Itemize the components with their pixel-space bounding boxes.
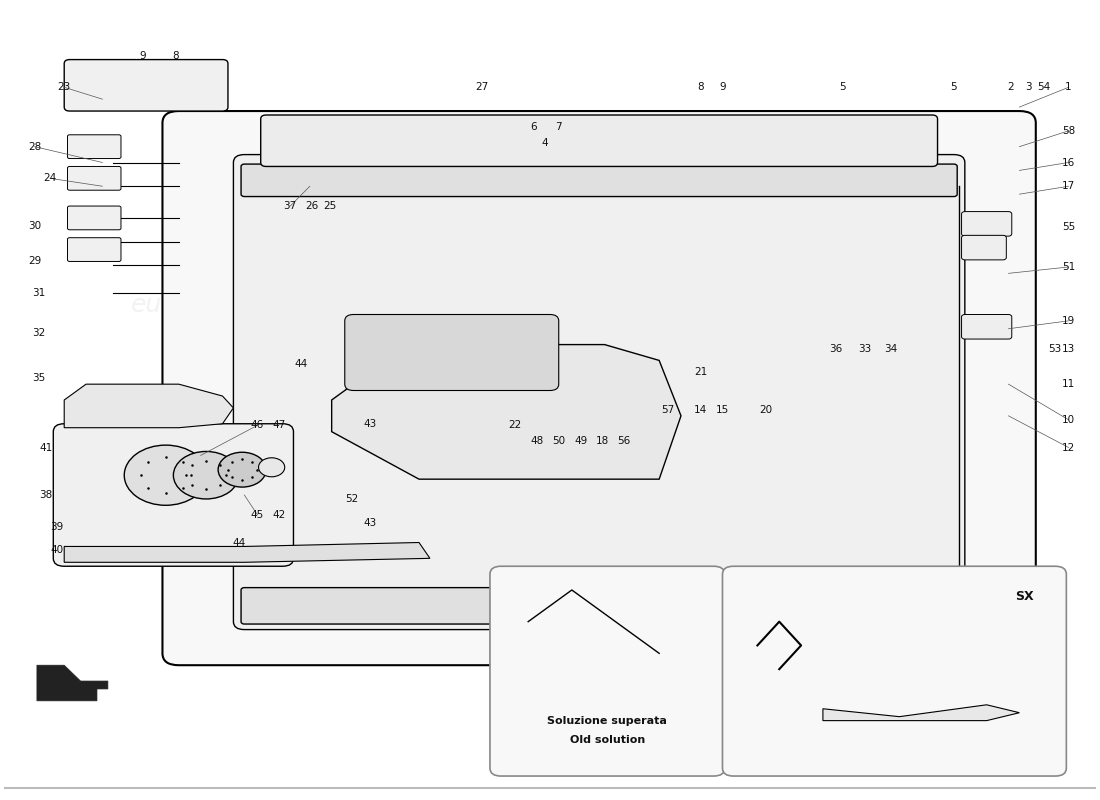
Text: 42: 42 bbox=[273, 510, 286, 520]
Text: Soluzione superata: Soluzione superata bbox=[548, 716, 668, 726]
Text: 44: 44 bbox=[295, 359, 308, 370]
Text: 11: 11 bbox=[1062, 379, 1075, 389]
Text: 19: 19 bbox=[1062, 316, 1075, 326]
Text: 21: 21 bbox=[694, 367, 707, 378]
Text: 12: 12 bbox=[1062, 442, 1075, 453]
FancyBboxPatch shape bbox=[53, 424, 294, 566]
Text: 8: 8 bbox=[697, 82, 704, 92]
Polygon shape bbox=[64, 542, 430, 562]
Text: 7: 7 bbox=[556, 122, 562, 132]
FancyBboxPatch shape bbox=[67, 206, 121, 230]
FancyBboxPatch shape bbox=[490, 566, 725, 776]
Text: 24: 24 bbox=[43, 174, 56, 183]
Text: 5: 5 bbox=[950, 82, 957, 92]
Text: 34: 34 bbox=[884, 343, 898, 354]
Text: 4: 4 bbox=[541, 138, 548, 148]
Text: 43: 43 bbox=[363, 418, 376, 429]
FancyBboxPatch shape bbox=[67, 166, 121, 190]
FancyBboxPatch shape bbox=[961, 211, 1012, 236]
Polygon shape bbox=[332, 345, 681, 479]
Text: 2: 2 bbox=[1008, 82, 1014, 92]
Text: 17: 17 bbox=[1062, 182, 1075, 191]
Text: 32: 32 bbox=[33, 328, 46, 338]
Text: 9: 9 bbox=[140, 50, 146, 61]
Text: 48: 48 bbox=[530, 436, 543, 446]
Text: 54: 54 bbox=[1037, 82, 1050, 92]
Text: 56: 56 bbox=[617, 436, 631, 446]
Text: 43: 43 bbox=[363, 518, 376, 528]
Text: 50: 50 bbox=[552, 436, 565, 446]
Text: 5: 5 bbox=[839, 82, 846, 92]
FancyBboxPatch shape bbox=[64, 59, 228, 111]
Text: 49: 49 bbox=[574, 436, 587, 446]
Text: 46: 46 bbox=[251, 420, 264, 430]
FancyBboxPatch shape bbox=[261, 115, 937, 166]
FancyBboxPatch shape bbox=[67, 134, 121, 158]
Text: 35: 35 bbox=[33, 373, 46, 383]
Circle shape bbox=[124, 445, 207, 506]
Polygon shape bbox=[64, 384, 233, 428]
Text: 16: 16 bbox=[1062, 158, 1075, 167]
Text: 23: 23 bbox=[57, 82, 70, 92]
Text: 3: 3 bbox=[1025, 82, 1032, 92]
Text: 18: 18 bbox=[596, 436, 609, 446]
FancyBboxPatch shape bbox=[961, 235, 1006, 260]
Text: 31: 31 bbox=[33, 288, 46, 298]
Text: 44: 44 bbox=[232, 538, 245, 547]
FancyBboxPatch shape bbox=[233, 154, 965, 630]
Text: eurospares: eurospares bbox=[660, 421, 877, 458]
Text: 26: 26 bbox=[306, 201, 319, 211]
Text: eurospares: eurospares bbox=[131, 293, 271, 317]
FancyBboxPatch shape bbox=[241, 588, 957, 624]
Circle shape bbox=[218, 452, 266, 487]
Text: 40: 40 bbox=[50, 546, 63, 555]
FancyBboxPatch shape bbox=[67, 238, 121, 262]
Text: 38: 38 bbox=[39, 490, 53, 500]
Text: 20: 20 bbox=[760, 405, 772, 414]
FancyBboxPatch shape bbox=[723, 566, 1066, 776]
Text: eurospares: eurospares bbox=[845, 454, 954, 473]
Circle shape bbox=[174, 451, 239, 499]
Text: 51: 51 bbox=[1062, 262, 1075, 272]
Text: 39: 39 bbox=[50, 522, 63, 532]
Text: 27: 27 bbox=[475, 82, 488, 92]
Text: 47: 47 bbox=[273, 420, 286, 430]
Text: 53: 53 bbox=[1047, 343, 1062, 354]
FancyBboxPatch shape bbox=[163, 111, 1036, 666]
Text: 36: 36 bbox=[829, 343, 843, 354]
Text: 15: 15 bbox=[716, 405, 729, 414]
Text: 6: 6 bbox=[530, 122, 537, 132]
Text: 52: 52 bbox=[344, 494, 358, 504]
Text: 30: 30 bbox=[29, 221, 42, 231]
Text: 57: 57 bbox=[661, 405, 674, 414]
Text: 58: 58 bbox=[1062, 126, 1075, 136]
Text: 29: 29 bbox=[29, 257, 42, 266]
Text: 33: 33 bbox=[858, 343, 871, 354]
Text: SX: SX bbox=[1015, 590, 1034, 603]
Polygon shape bbox=[37, 666, 108, 701]
Text: 9: 9 bbox=[719, 82, 726, 92]
Text: 14: 14 bbox=[694, 405, 707, 414]
Text: Old solution: Old solution bbox=[570, 735, 645, 746]
Text: 28: 28 bbox=[29, 142, 42, 152]
FancyBboxPatch shape bbox=[344, 314, 559, 390]
Text: 1: 1 bbox=[1065, 82, 1071, 92]
Text: 25: 25 bbox=[323, 201, 337, 211]
Text: 13: 13 bbox=[1062, 343, 1075, 354]
Text: 22: 22 bbox=[508, 420, 521, 430]
Circle shape bbox=[258, 458, 285, 477]
Text: 41: 41 bbox=[39, 442, 53, 453]
Text: 8: 8 bbox=[173, 50, 179, 61]
FancyBboxPatch shape bbox=[961, 314, 1012, 339]
Text: 10: 10 bbox=[1062, 414, 1075, 425]
Text: 37: 37 bbox=[284, 201, 297, 211]
Text: eurospares: eurospares bbox=[223, 342, 440, 379]
Text: 55: 55 bbox=[1062, 222, 1075, 233]
FancyBboxPatch shape bbox=[241, 164, 957, 197]
Text: eurospares: eurospares bbox=[535, 293, 674, 317]
Text: 45: 45 bbox=[251, 510, 264, 520]
Polygon shape bbox=[823, 705, 1020, 721]
